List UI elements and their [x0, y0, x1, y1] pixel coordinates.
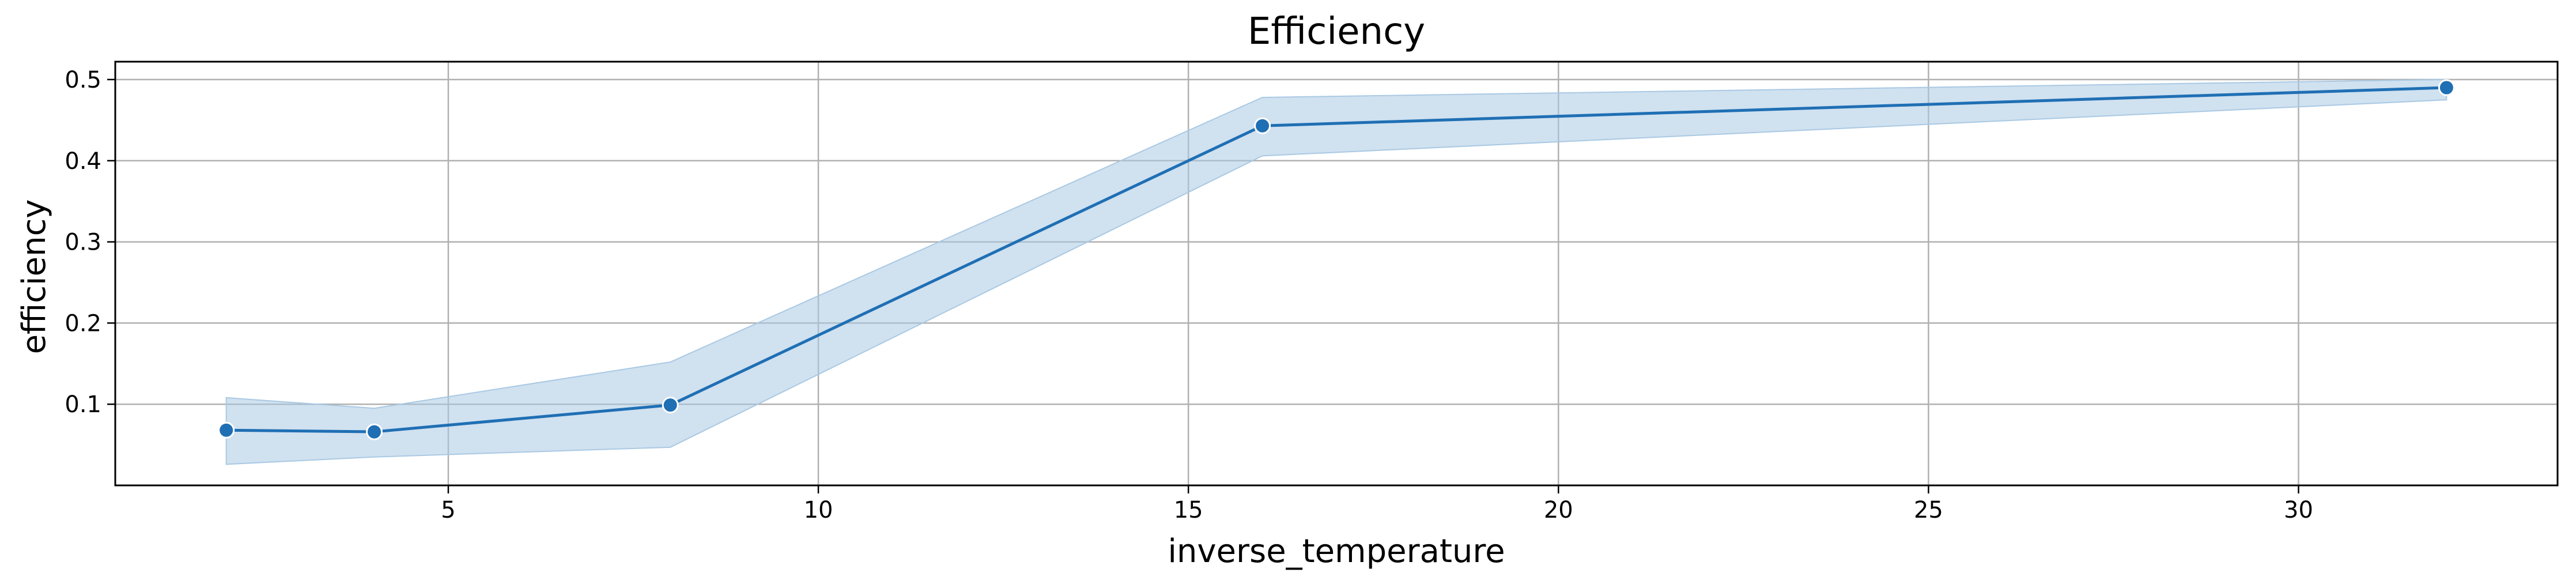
x-axis-label: inverse_temperature: [1168, 533, 1505, 570]
series-points: [218, 79, 2455, 440]
y-tick-label: 0.4: [65, 148, 101, 175]
y-axis-ticks: 0.1 0.2 0.3 0.4 0.5: [65, 67, 115, 418]
data-point: [218, 421, 235, 439]
x-axis-ticks: 5 10 15 20 25 30: [441, 485, 2313, 523]
y-axis-label: efficiency: [16, 199, 53, 355]
ci-band: [225, 78, 2447, 465]
y-tick-label: 0.2: [65, 310, 101, 337]
data-point: [1254, 117, 1271, 134]
plot-area-frame: [114, 61, 2559, 487]
x-tick-label: 30: [2284, 497, 2313, 523]
data-point: [365, 423, 383, 440]
confidence-band: [225, 78, 2447, 465]
y-tick-label: 0.5: [65, 67, 101, 93]
x-tick-label: 10: [804, 497, 833, 523]
x-tick-label: 15: [1174, 497, 1203, 523]
y-tick-label: 0.1: [65, 391, 101, 418]
x-tick-label: 5: [441, 497, 455, 523]
chart-title: Efficiency: [1248, 10, 1425, 53]
x-tick-label: 25: [1914, 497, 1943, 523]
x-tick-label: 20: [1544, 497, 1573, 523]
data-point: [2438, 79, 2455, 96]
data-point: [662, 397, 679, 414]
y-tick-label: 0.3: [65, 229, 101, 256]
